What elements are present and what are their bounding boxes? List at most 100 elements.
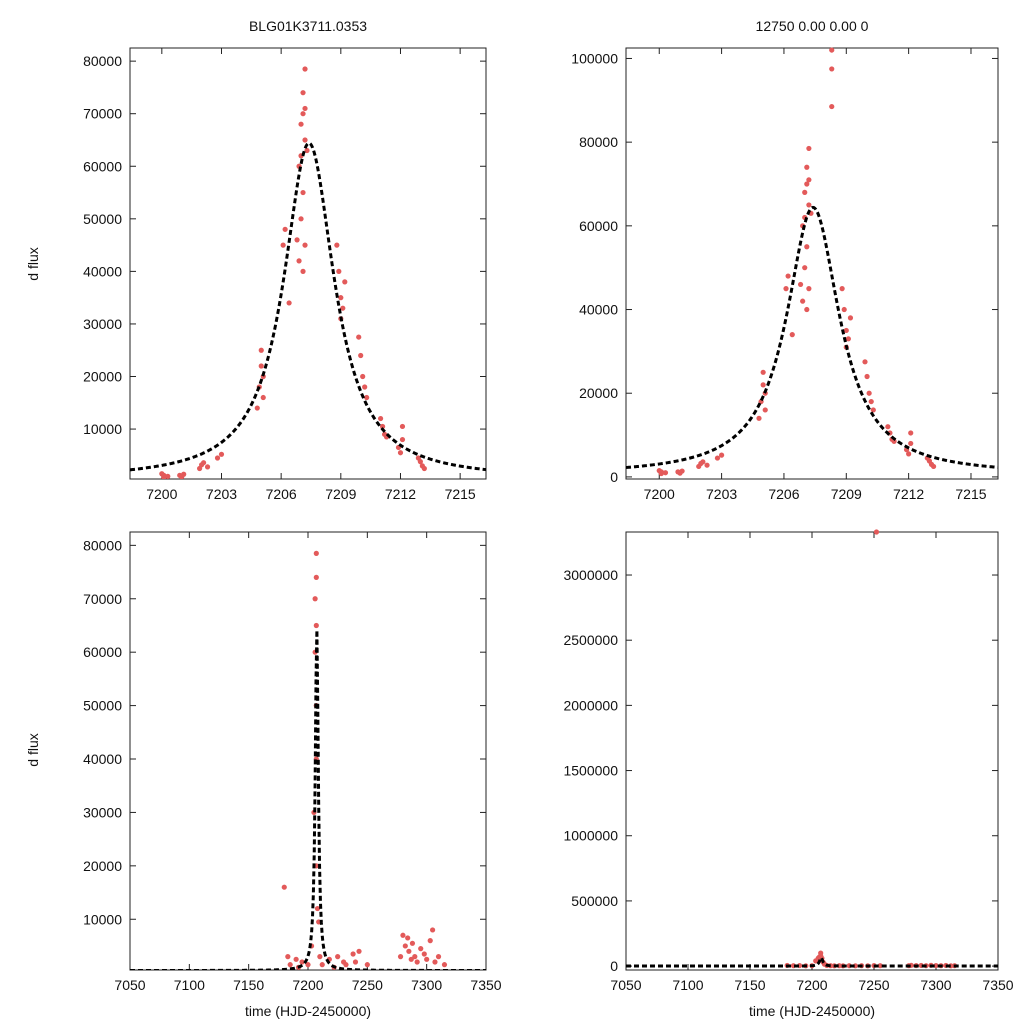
x-tick-label: 7150 [233,977,264,993]
data-point [806,177,812,183]
data-point [296,258,302,264]
x-tick-label: 7350 [982,977,1013,993]
y-tick-label: 20000 [83,369,122,385]
data-point [868,398,874,405]
y-tick-label: 60000 [83,158,122,174]
data-point [866,390,872,396]
plot-panel-top-left: 7200 7203 7206 7209 7212 7215 10000 20000 30000 4… [83,47,487,502]
data-point [335,954,341,960]
data-point [427,938,433,944]
x-tick-label: 7200 [146,486,177,502]
data-point [358,352,364,359]
data-point [806,145,812,152]
data-point [873,529,880,535]
y-tick-label: 20000 [83,858,122,874]
data-point [841,306,847,313]
data-point [818,950,824,956]
data-point [432,959,438,965]
data-point [804,164,810,170]
data-point [281,884,287,890]
bottom-left-y-axis-label: d flux [25,733,41,766]
plot-area [626,47,998,477]
data-point [299,959,305,965]
data-point [829,47,835,53]
data-point [305,962,311,968]
data-point [760,369,766,375]
data-point [719,452,725,458]
y-tick-label: 80000 [579,134,618,150]
model-curve [626,205,998,470]
y-tick-label: 10000 [83,421,122,437]
data-point [314,905,321,912]
x-tick-label: 7206 [266,486,297,502]
data-point [304,147,310,154]
plot-panel-bottom-right: 7050 7100 7150 7200 7250 7300 7350 0 500000 10000… [563,529,1014,993]
data-point [356,948,362,954]
data-point [829,103,835,110]
data-point [933,962,939,969]
y-tick-label: 40000 [83,263,122,279]
x-tick-label: 7212 [893,486,924,502]
data-point [441,962,448,968]
y-tick-label: 40000 [83,751,122,767]
left-column-title: BLG01K3711.0353 [249,18,367,34]
data-point [804,181,810,187]
data-point [862,359,868,365]
data-point [258,347,264,353]
y-tick-label: 2500000 [563,632,618,648]
data-point [399,423,406,430]
y-tick-label: 30000 [83,316,122,332]
x-tick-label: 7200 [796,977,827,993]
data-point [258,363,264,369]
x-tick-label: 7350 [470,977,501,993]
right-column-title: 12750 0.00 0.00 0 [756,18,869,34]
y-tick-label: 50000 [83,698,122,714]
x-tick-label: 7203 [206,486,237,502]
data-point [662,470,669,476]
data-point [397,450,404,456]
x-tick-label: 7100 [174,977,205,993]
x-tick-label: 7209 [325,486,356,502]
data-point [317,954,323,960]
data-point [845,336,851,342]
y-tick-label: 70000 [83,591,122,607]
data-point [802,265,808,271]
data-point [704,462,710,468]
data-point [414,959,420,965]
data-point [364,962,370,968]
data-point [298,121,304,127]
data-point [679,468,685,474]
plot-frame [129,531,487,971]
data-point [302,242,308,248]
x-tick-label: 7200 [292,977,323,993]
data-point [760,382,766,388]
data-point [783,286,789,292]
data-point [397,954,404,960]
data-point [829,66,835,72]
data-point [165,473,171,479]
y-tick-label: 30000 [83,804,122,820]
plot-frame [625,531,999,971]
data-point [342,279,348,285]
y-tick-label: 100000 [571,50,618,66]
data-point [806,286,812,292]
bottom-left-x-axis-label: time (HJD-2450000) [245,1003,371,1019]
data-point [877,963,883,969]
data-point [417,459,423,465]
plot-frame [129,47,487,480]
data-point [804,244,810,250]
data-point [260,394,266,401]
x-tick-label: 7215 [955,486,986,502]
y-tick-label: 80000 [83,537,122,553]
data-point [280,242,286,248]
data-point [334,242,340,248]
y-tick-label: 2000000 [563,697,618,713]
plot-area [130,550,486,970]
y-tick-label: 500000 [571,893,618,909]
data-point [338,295,344,301]
data-point [406,948,412,954]
data-point [843,327,849,334]
data-point [254,405,260,411]
y-tick-label: 0 [610,958,618,974]
